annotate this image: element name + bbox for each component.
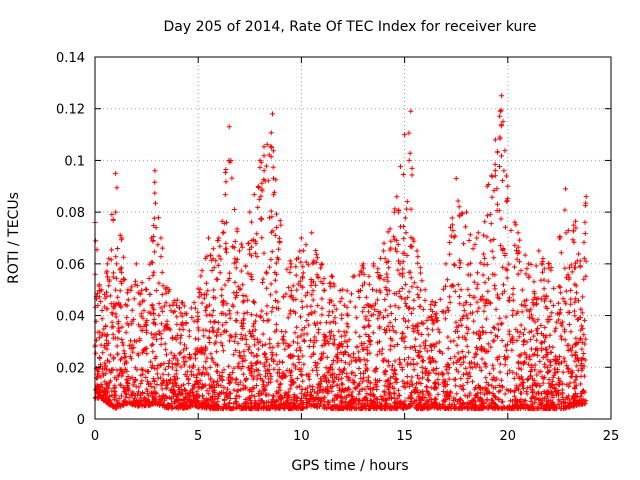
- chart-title: Day 205 of 2014, Rate Of TEC Index for r…: [164, 19, 537, 35]
- y-tick-label: 0.06: [56, 258, 85, 273]
- plot-frame: [94, 56, 612, 420]
- x-tick-labels: 0 5 10 15 20 25: [91, 429, 619, 444]
- y-tick-label: 0.14: [56, 51, 85, 66]
- y-axis-label: ROTI / TECUs: [6, 192, 22, 284]
- y-tick-label: 0.08: [56, 206, 85, 221]
- y-tick-label: 0.04: [56, 310, 85, 325]
- x-tick-label: 25: [603, 429, 620, 444]
- y-tick-label: 0.12: [56, 103, 85, 118]
- axis-ticks: [94, 56, 612, 420]
- x-tick-label: 0: [91, 429, 99, 444]
- x-tick-label: 10: [293, 429, 310, 444]
- x-axis-label: GPS time / hours: [291, 458, 408, 474]
- y-tick-labels: 0 0.02 0.04 0.06 0.08 0.1 0.12 0.14: [56, 51, 85, 428]
- x-tick-label: 20: [500, 429, 517, 444]
- y-tick-label: 0.1: [64, 154, 85, 169]
- x-tick-label: 15: [396, 429, 413, 444]
- data-points: [92, 93, 589, 412]
- y-tick-label: 0: [77, 413, 85, 428]
- y-tick-label: 0.02: [56, 361, 85, 376]
- x-tick-label: 5: [194, 429, 202, 444]
- plus-markers: [92, 93, 589, 412]
